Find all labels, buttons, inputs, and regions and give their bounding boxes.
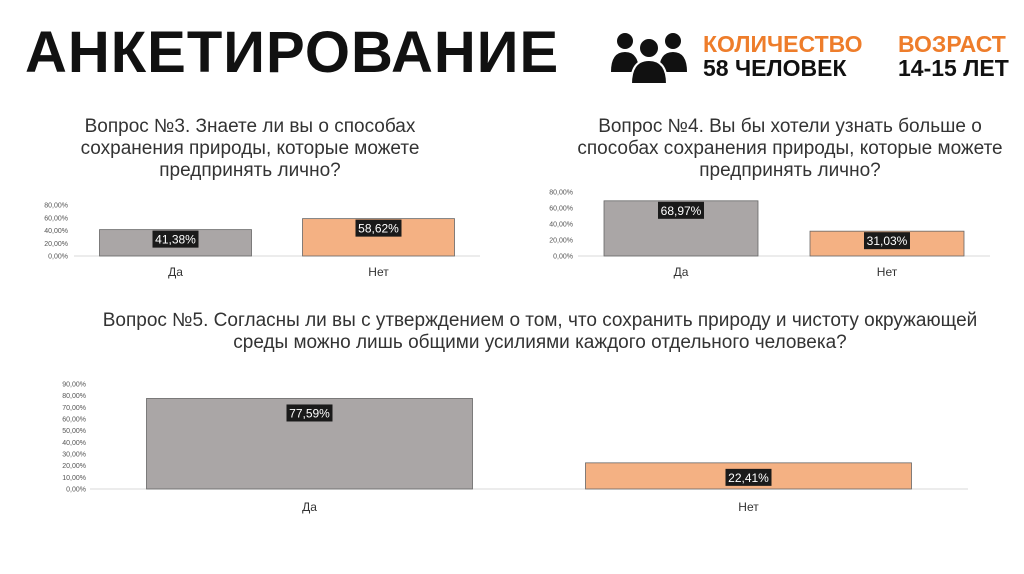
people-group-icon — [611, 33, 687, 84]
count-value: 58 ЧЕЛОВЕК — [703, 55, 847, 82]
y-tick-label: 0,00% — [48, 254, 68, 261]
age-label: ВОЗРАСТ — [898, 31, 1006, 57]
page-title: АНКЕТИРОВАНИЕ — [25, 20, 560, 85]
data-label-bg — [286, 404, 333, 422]
y-tick-label: 80,00% — [44, 203, 68, 210]
category-label: Да — [302, 500, 317, 514]
count-label: КОЛИЧЕСТВО — [703, 31, 863, 57]
question-4-title: Вопрос №4. Вы бы хотели узнать больше о … — [577, 116, 1003, 181]
y-tick-label: 30,00% — [62, 452, 86, 459]
category-label: Нет — [877, 265, 898, 279]
y-tick-label: 0,00% — [66, 487, 86, 494]
y-tick-label: 10,00% — [62, 475, 86, 482]
age-value: 14-15 ЛЕТ — [898, 55, 1009, 82]
data-label-bg — [152, 230, 199, 248]
y-tick-label: 20,00% — [549, 238, 573, 245]
y-tick-label: 0,00% — [553, 254, 573, 261]
question-5-title: Вопрос №5. Согласны ли вы с утверждением… — [102, 310, 978, 353]
participant-count: КОЛИЧЕСТВО 58 ЧЕЛОВЕК — [703, 32, 863, 80]
data-label-bg — [658, 201, 704, 219]
age-range: ВОЗРАСТ 14-15 ЛЕТ — [898, 32, 1009, 80]
data-label: 58,62% — [358, 222, 399, 236]
y-tick-label: 60,00% — [62, 417, 86, 424]
data-label-bg — [355, 219, 402, 237]
category-label: Да — [674, 265, 689, 279]
question-3-title: Вопрос №3. Знаете ли вы о способах сохра… — [80, 116, 420, 181]
data-label: 31,03% — [867, 234, 908, 248]
data-label: 41,38% — [155, 233, 196, 247]
y-tick-label: 70,00% — [62, 405, 86, 412]
y-tick-label: 40,00% — [549, 222, 573, 229]
data-label: 22,41% — [728, 471, 769, 485]
data-label-bg — [725, 468, 772, 486]
y-tick-label: 40,00% — [44, 228, 68, 235]
y-tick-label: 90,00% — [62, 382, 86, 389]
y-tick-label: 40,00% — [62, 440, 86, 447]
y-tick-label: 80,00% — [62, 393, 86, 400]
data-label: 68,97% — [661, 204, 702, 218]
y-tick-label: 60,00% — [44, 215, 68, 222]
category-label: Да — [168, 265, 183, 279]
y-tick-label: 20,00% — [44, 241, 68, 248]
category-label: Нет — [368, 265, 389, 279]
data-label-bg — [864, 232, 910, 250]
y-tick-label: 60,00% — [549, 206, 573, 213]
y-tick-label: 50,00% — [62, 428, 86, 435]
y-tick-label: 80,00% — [549, 190, 573, 197]
y-tick-label: 20,00% — [62, 463, 86, 470]
data-label: 77,59% — [289, 406, 330, 420]
category-label: Нет — [738, 500, 759, 514]
